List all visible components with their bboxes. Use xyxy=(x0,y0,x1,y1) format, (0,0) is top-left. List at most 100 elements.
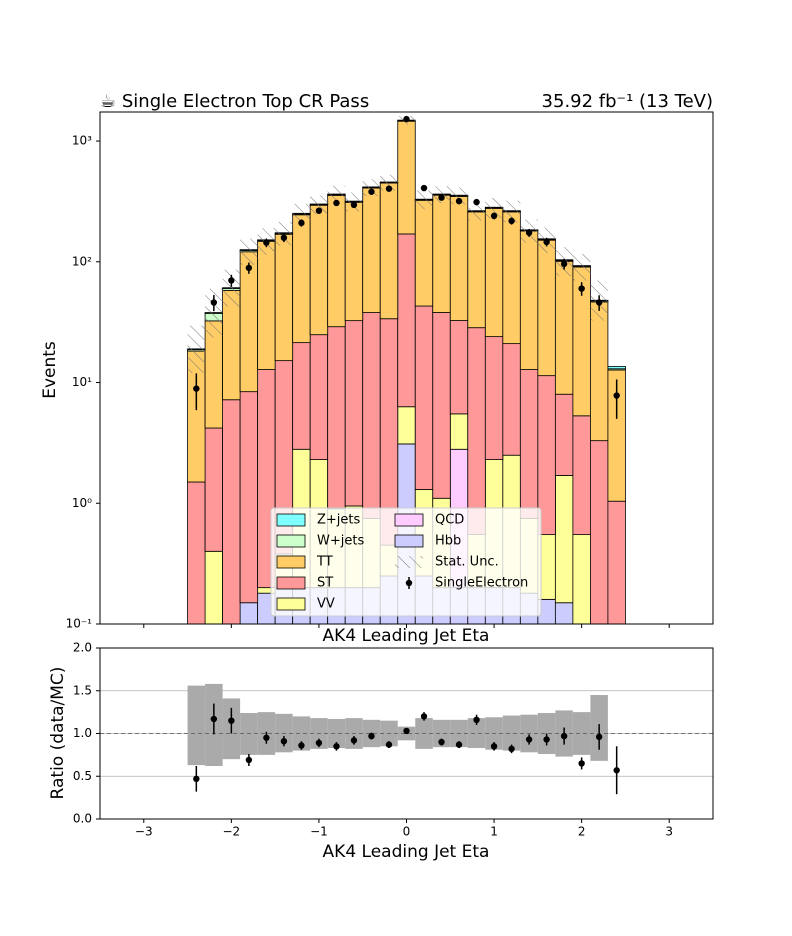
data-point xyxy=(508,217,515,225)
y-tick-label: 10⁰ xyxy=(72,496,92,510)
data-point xyxy=(543,238,550,246)
stat-unc-band xyxy=(467,201,486,221)
stack-segment xyxy=(204,427,223,552)
ratio-point xyxy=(228,717,235,724)
stat-unc-band xyxy=(327,185,346,204)
stack-segment xyxy=(607,500,626,625)
data-point xyxy=(228,277,235,284)
stack-segment xyxy=(449,413,469,450)
ratio-y-tick-label: 0.0 xyxy=(73,812,92,826)
ratio-point xyxy=(613,767,620,774)
stack-segment xyxy=(344,320,364,507)
stack-segment xyxy=(537,239,556,377)
legend-swatch xyxy=(394,534,424,548)
data-point xyxy=(438,194,445,201)
ratio-point xyxy=(595,733,603,741)
stack-segment xyxy=(292,342,311,450)
y-tick-label: 10⁻¹ xyxy=(66,617,93,631)
stack-segment xyxy=(484,207,504,338)
data-point xyxy=(385,185,393,192)
stack-segment xyxy=(397,120,416,235)
stat-unc-band xyxy=(275,221,293,246)
ratio-unc-band xyxy=(275,713,293,753)
legend-swatch xyxy=(405,579,413,587)
top-x-axis-label: AK4 Leading Jet Eta xyxy=(323,626,490,646)
ratio-unc-band xyxy=(467,718,486,749)
ratio-point xyxy=(298,742,305,749)
data-point xyxy=(315,207,323,214)
ratio-point xyxy=(403,727,410,735)
data-point xyxy=(595,299,603,306)
stack-segment xyxy=(362,187,381,313)
data-point xyxy=(245,264,253,272)
stat-unc-band xyxy=(450,187,468,205)
ratio-point xyxy=(578,760,585,767)
data-point xyxy=(403,115,410,123)
ratio-point xyxy=(420,713,428,720)
data-point xyxy=(473,198,480,206)
stack-segment xyxy=(344,201,364,322)
ratio-y-tick-label: 1.5 xyxy=(73,683,92,697)
data-point xyxy=(350,201,358,209)
ratio-point xyxy=(473,716,480,724)
stack-segment xyxy=(467,211,486,329)
stack-segment xyxy=(222,289,241,401)
legend-swatch xyxy=(276,555,306,569)
stack-segment xyxy=(187,481,206,625)
legend-swatch xyxy=(395,556,423,568)
ratio-unc-band xyxy=(327,718,346,749)
stack-segment xyxy=(519,369,539,519)
data-point xyxy=(613,392,620,399)
stack-segment xyxy=(222,399,241,625)
ratio-point xyxy=(263,734,270,741)
ratio-point xyxy=(543,736,550,743)
ratio-unc-band xyxy=(292,716,311,751)
ratio-point xyxy=(490,743,498,750)
x-axis-label: AK4 Leading Jet Eta xyxy=(323,842,490,862)
stack-segment xyxy=(554,602,574,625)
stack-segment xyxy=(449,320,469,415)
y-axis-label: Events xyxy=(40,341,60,399)
stat-unc-band xyxy=(380,174,398,191)
stack-segment xyxy=(554,260,574,395)
luminosity-label: 35.92 fb⁻¹ (13 TeV) xyxy=(542,91,713,112)
ratio-unc-band xyxy=(187,685,206,766)
stack-segment xyxy=(432,312,451,499)
chart-title: ☕ Single Electron Top CR Pass xyxy=(100,91,369,112)
stack-segment xyxy=(572,415,591,536)
top-frame xyxy=(99,111,714,625)
ratio-point xyxy=(525,736,533,743)
data-point xyxy=(455,197,463,205)
stack-segment xyxy=(519,230,539,370)
stack-segment xyxy=(502,211,521,345)
legend-label: QCD xyxy=(435,513,464,528)
x-tick-label: 2 xyxy=(578,825,586,839)
data-point xyxy=(210,299,218,306)
ratio-unc-band xyxy=(240,712,258,755)
legend-swatch xyxy=(276,534,306,548)
data-point xyxy=(333,199,340,207)
x-tick-label: −2 xyxy=(223,825,241,839)
data-point xyxy=(280,234,288,241)
stack-segment xyxy=(397,406,416,445)
stack-segment xyxy=(554,393,574,476)
stack-segment xyxy=(309,204,329,336)
legend-label: ST xyxy=(317,576,333,591)
stack-segment xyxy=(432,194,451,313)
stat-unc-band xyxy=(485,198,503,219)
stack-segment xyxy=(607,365,626,370)
stat-unc-band xyxy=(362,179,381,197)
data-point xyxy=(368,188,375,195)
legend-label: Stat. Unc. xyxy=(435,555,499,570)
stack-segment xyxy=(239,391,259,604)
stat-unc-band xyxy=(310,195,328,215)
ratio-point xyxy=(245,756,253,764)
y-tick-label: 10³ xyxy=(72,134,92,148)
y-tick-label: 10² xyxy=(72,254,92,268)
stack-segment xyxy=(484,336,504,460)
data-point xyxy=(490,212,498,220)
stat-unc-band xyxy=(572,254,591,281)
stack-segment xyxy=(449,195,469,321)
ratio-y-tick-label: 0.5 xyxy=(73,769,92,783)
stack-segment xyxy=(554,475,574,604)
